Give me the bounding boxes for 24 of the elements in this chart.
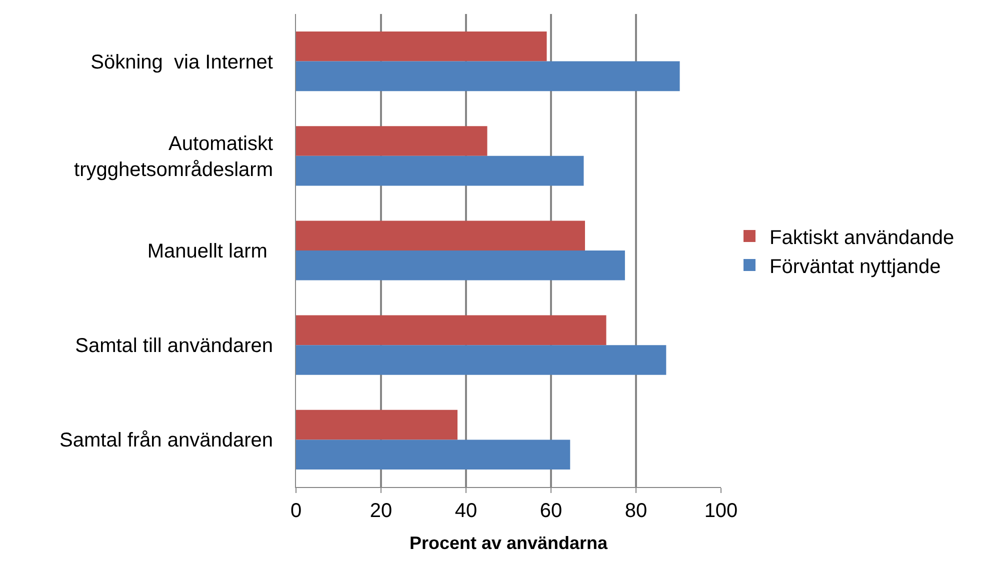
bar — [296, 410, 458, 440]
y-tick-label: Sökning via Internet — [90, 51, 274, 74]
x-tick-label: 0 — [290, 500, 302, 522]
bar — [296, 315, 606, 346]
bar — [296, 345, 666, 375]
bar — [296, 250, 625, 280]
bar — [296, 220, 585, 250]
y-tick-label: Manuellt larm — [147, 240, 273, 262]
x-tick-label: 40 — [454, 500, 478, 522]
x-tick-label: 60 — [540, 500, 562, 522]
bar — [296, 32, 547, 62]
bar — [296, 126, 488, 156]
y-tick-label: Samtal från användaren — [60, 430, 273, 452]
bar — [296, 440, 570, 470]
x-axis-title: Procent av användarna — [409, 533, 609, 554]
x-tick-label: 20 — [370, 500, 392, 522]
legend-label: Faktiskt användande — [770, 226, 954, 249]
y-tick-label: Automatiskt trygghetsområdeslarm — [74, 132, 274, 181]
y-tick-label: Samtal till användaren — [75, 335, 273, 358]
x-tick-label: 80 — [624, 500, 648, 522]
x-tick-label: 100 — [704, 500, 738, 522]
legend-label: Förväntat nyttjande — [770, 256, 941, 278]
bar — [296, 156, 584, 186]
bar — [296, 61, 680, 92]
